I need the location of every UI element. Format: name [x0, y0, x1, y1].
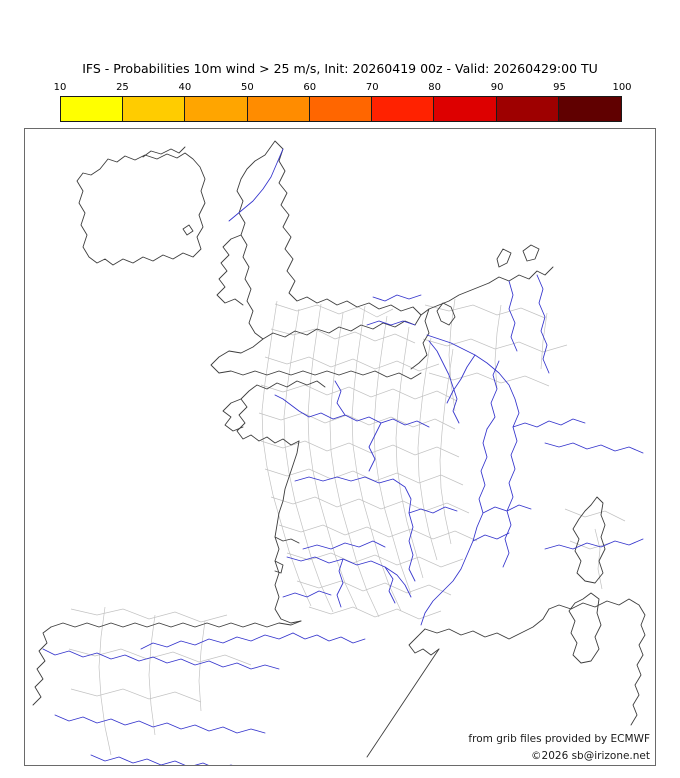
colorbar-tick: 40 [178, 82, 192, 93]
colorbar-tick-labels: 10 25 40 50 60 70 80 90 95 100 [54, 82, 632, 96]
colorbar-tick: 80 [428, 82, 442, 93]
colorbar-band [123, 97, 186, 121]
colorbar-band [558, 97, 621, 121]
colorbar-band [247, 97, 310, 121]
colorbar-band [496, 97, 559, 121]
page-title: IFS - Probabilities 10m wind > 25 m/s, I… [82, 61, 598, 76]
map-canvas [32, 140, 646, 765]
colorbar-band [434, 97, 497, 121]
colorbar-tick: 95 [553, 82, 566, 93]
colorbar-tick: 10 [53, 82, 67, 93]
colorbar-tick: 90 [490, 82, 504, 93]
colorbar-band [185, 97, 248, 121]
colorbar-bands [60, 96, 622, 122]
colorbar: 10 25 40 50 60 70 80 90 95 100 [54, 82, 632, 122]
rivers-layer [42, 148, 644, 765]
coastlines-layer [32, 140, 646, 758]
colorbar-tick: 70 [365, 82, 379, 93]
colorbar-tick: 100 [612, 82, 632, 93]
colorbar-tick: 25 [116, 82, 129, 93]
colorbar-band [61, 97, 124, 121]
map-frame [24, 128, 656, 766]
colorbar-tick: 60 [303, 82, 317, 93]
colorbar-band [372, 97, 435, 121]
colorbar-tick: 50 [240, 82, 254, 93]
admin-borders-layer [68, 298, 626, 756]
colorbar-band [309, 97, 373, 121]
